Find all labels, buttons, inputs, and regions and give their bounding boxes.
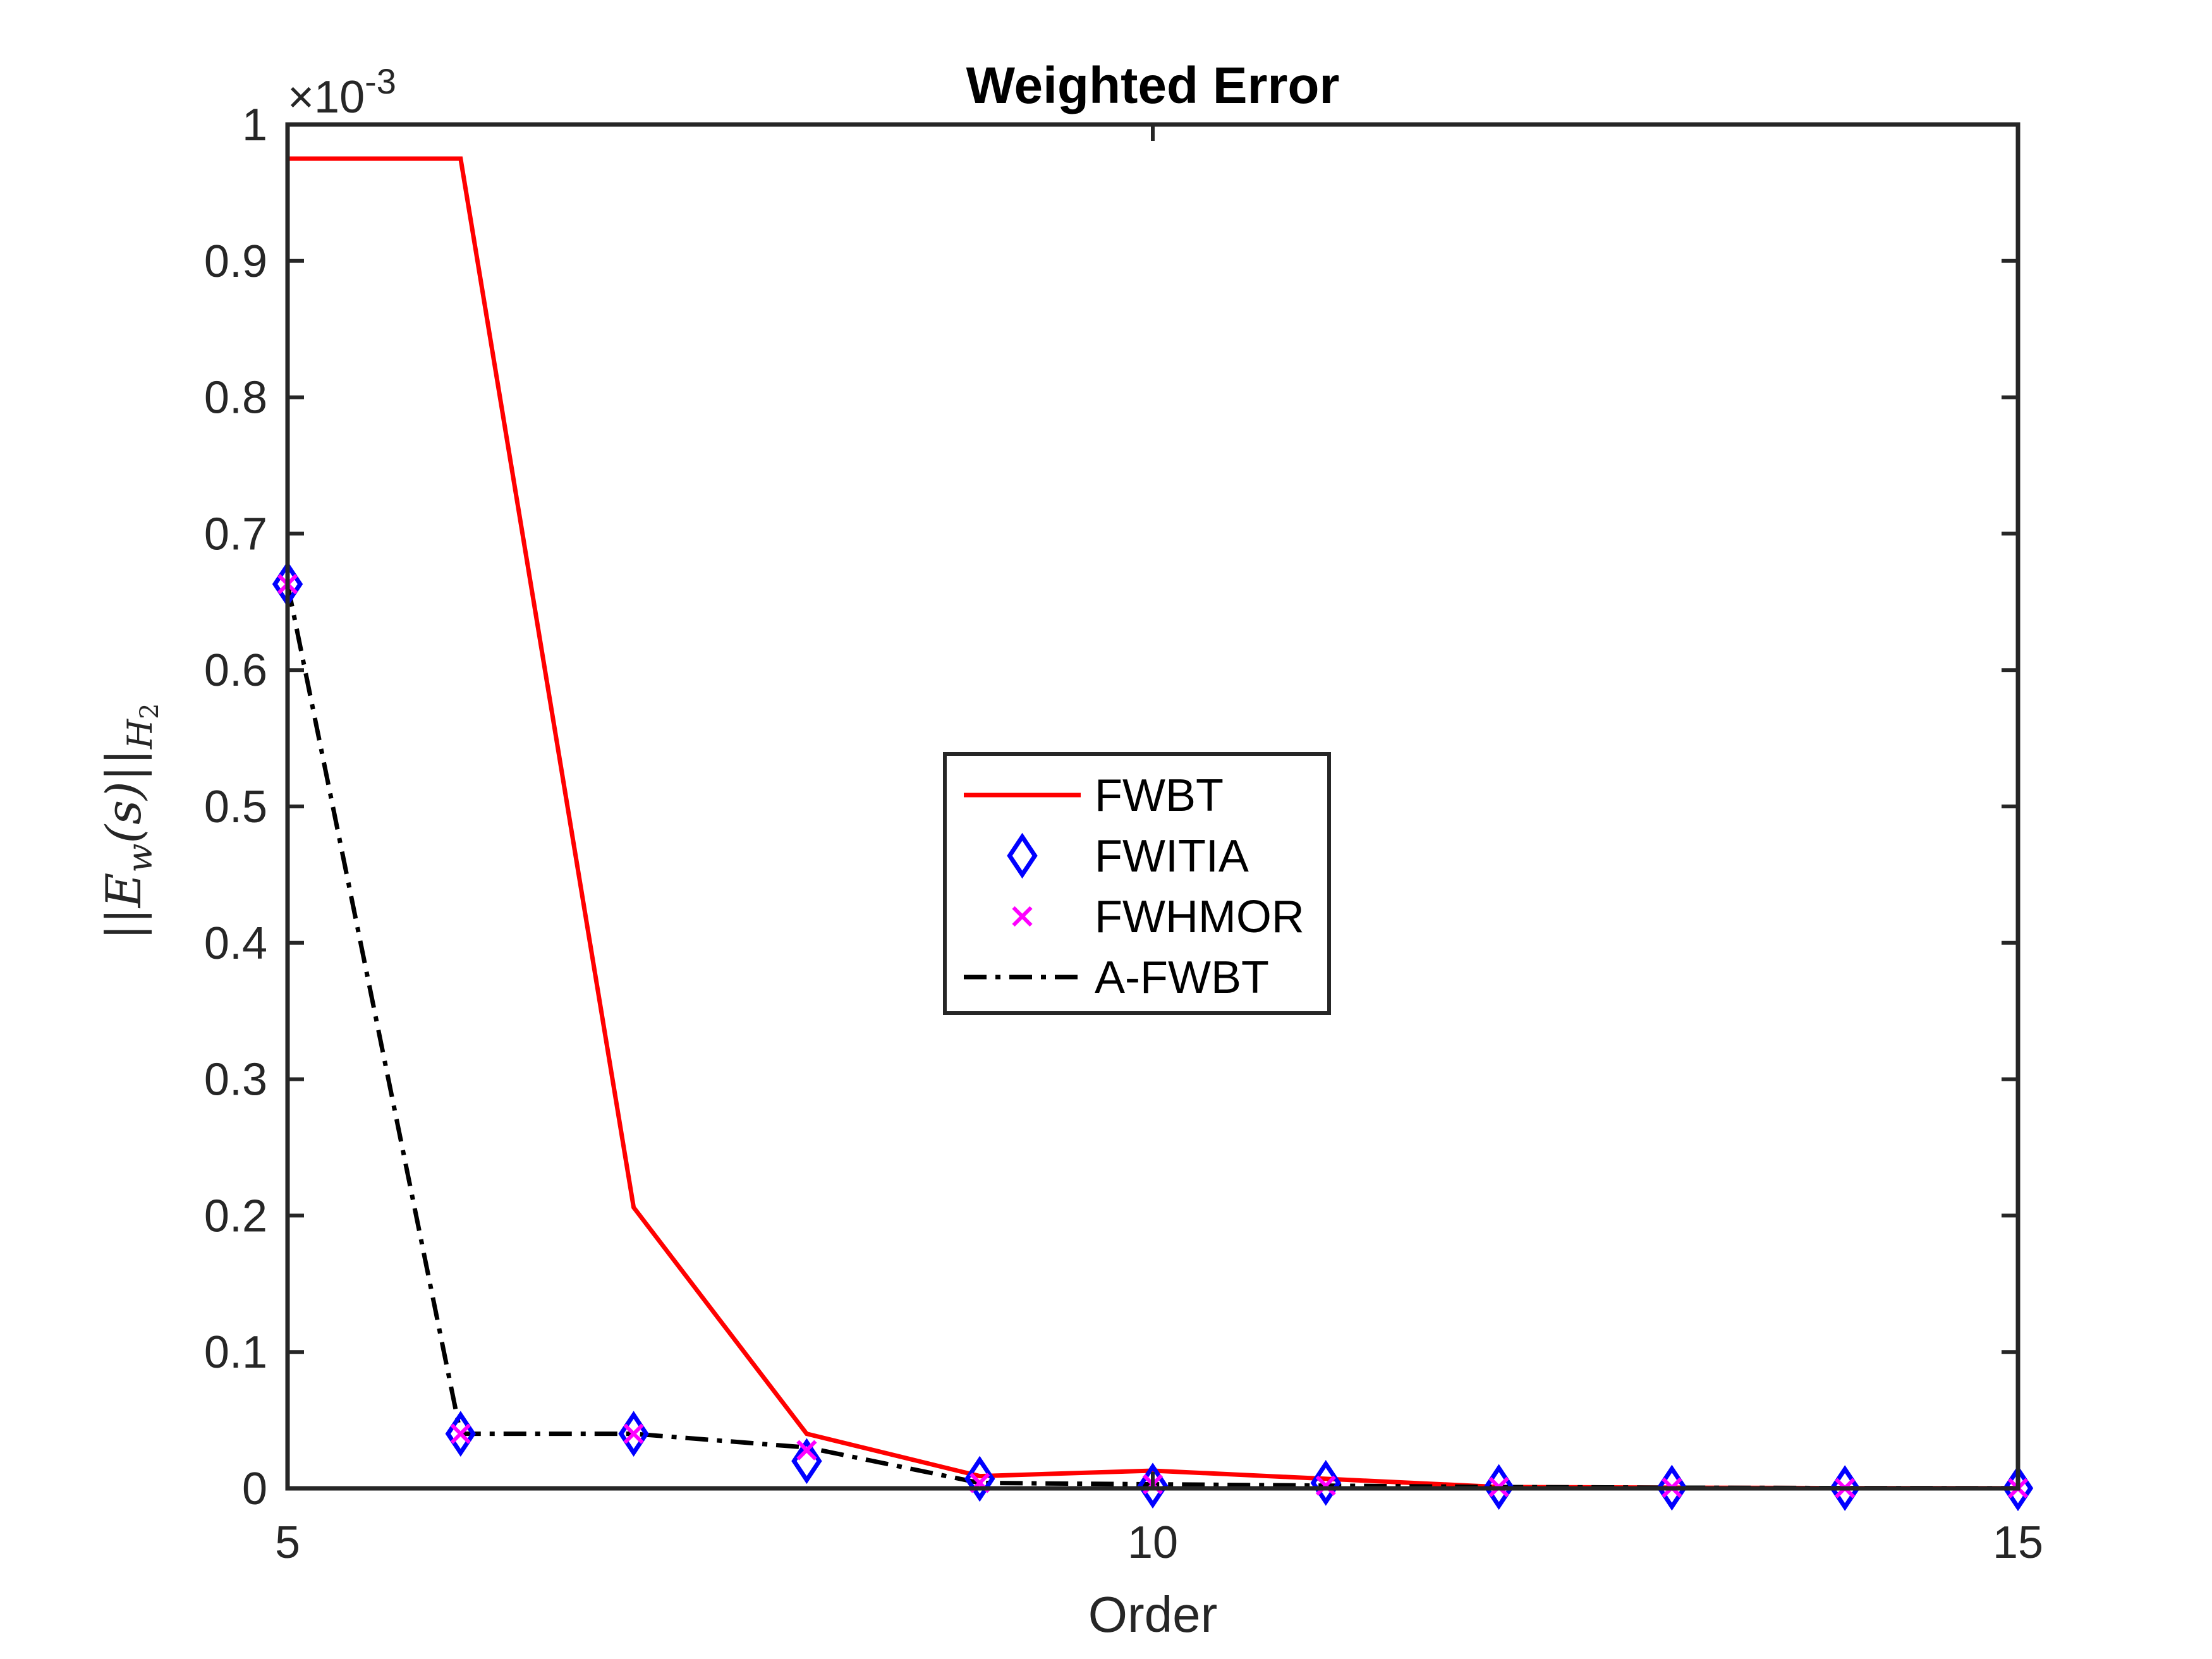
y-tick-label: 0 xyxy=(242,1464,267,1514)
x-tick-label: 5 xyxy=(275,1517,300,1568)
legend-label-fwitia: FWITIA xyxy=(1095,831,1249,882)
legend-label-a-fwbt: A-FWBT xyxy=(1095,952,1269,1003)
x-tick-label: 10 xyxy=(1127,1517,1178,1568)
legend-label-fwhmor: FWHMOR xyxy=(1095,892,1304,942)
svg-text:||Ew(s)||H2: ||Ew(s)||H2 xyxy=(95,703,164,940)
y-label-H: H xyxy=(120,719,160,750)
point-fwhmor-8-stroke-b xyxy=(796,1440,817,1461)
point-fwhmor-11-stroke-b xyxy=(1315,1475,1336,1496)
point-fwhmor-11 xyxy=(1315,1475,1336,1496)
legend-label-fwbt: FWBT xyxy=(1095,770,1224,821)
y-label-norm-close: || xyxy=(95,749,152,781)
point-fwhmor-7 xyxy=(623,1423,644,1444)
legend-swatch-fwitia xyxy=(1007,832,1038,879)
point-fwhmor-7-stroke-b xyxy=(623,1423,644,1444)
point-fwhmor-8 xyxy=(796,1440,817,1461)
point-fwitia-8 xyxy=(791,1438,822,1485)
y-label-norm-open: || xyxy=(95,908,152,940)
y-exponent-label: ×10-3 xyxy=(288,61,396,123)
y-tick-label: 0.6 xyxy=(204,645,267,696)
chart-title: Weighted Error xyxy=(966,57,1340,114)
y-tick-label: 0.2 xyxy=(204,1191,267,1241)
y-axis-label: ||Ew(s)||H2 xyxy=(95,703,164,940)
y-tick-label: 0.8 xyxy=(204,373,267,423)
legend-item-fwbt: FWBT xyxy=(964,770,1224,821)
y-tick-label: 1 xyxy=(242,100,267,150)
y-label-w: w xyxy=(120,844,160,873)
legend-item-fwhmor: FWHMOR xyxy=(1012,892,1304,942)
y-tick-label: 0.3 xyxy=(204,1055,267,1105)
x-axis-label: Order xyxy=(1088,1586,1218,1643)
x-tick-label: 15 xyxy=(1993,1517,2043,1568)
legend-swatch-fwhmor xyxy=(1012,906,1033,927)
y-label-args: (s) xyxy=(95,781,152,843)
y-tick-label: 0.5 xyxy=(204,782,267,832)
point-fwhmor-6 xyxy=(450,1423,471,1444)
point-fwhmor-6-stroke-b xyxy=(450,1423,471,1444)
point-fwitia-9 xyxy=(964,1455,995,1502)
axes-layer: 00.10.20.30.40.50.60.70.80.915 10 15 xyxy=(204,100,2043,1568)
legend-item-fwitia: FWITIA xyxy=(1007,831,1249,882)
y-exponent-power: -3 xyxy=(365,61,396,101)
legend: FWBT FWITIA FWHMOR A-FWBT xyxy=(943,752,1331,1015)
y-tick-label: 0.9 xyxy=(204,236,267,287)
y-exponent-base: ×10 xyxy=(288,72,365,123)
point-fwitia-10 xyxy=(1137,1462,1169,1509)
y-tick-label: 0.7 xyxy=(204,509,267,559)
legend-swatch-fwhmor-stroke-b xyxy=(1012,906,1033,927)
y-tick-label: 0.1 xyxy=(204,1327,267,1378)
y-label-E: E xyxy=(95,873,152,909)
y-tick-label: 0.4 xyxy=(204,918,267,969)
legend-item-a-fwbt: A-FWBT xyxy=(964,952,1269,1003)
y-label-two: 2 xyxy=(135,703,164,719)
